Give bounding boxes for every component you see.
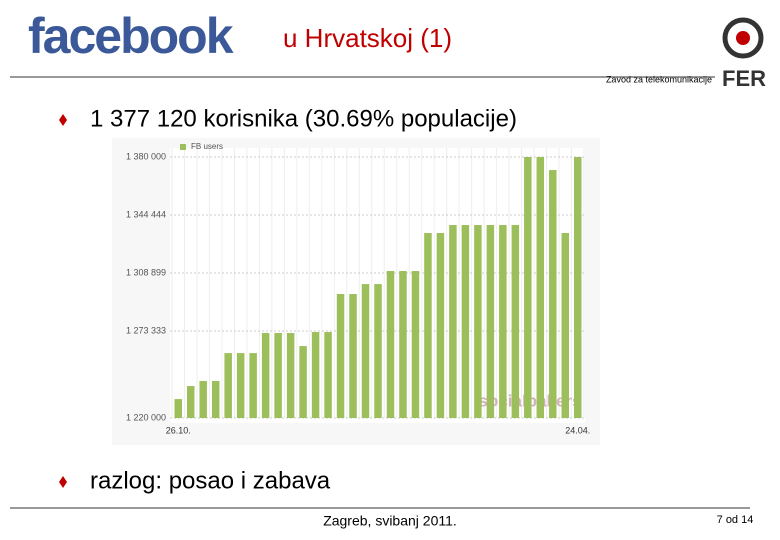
footer-place: Zagreb, svibanj 2011. (323, 513, 457, 529)
y-tick-label: 1 220 000 (126, 412, 166, 422)
bar (449, 225, 457, 418)
bar (424, 233, 432, 418)
bar (486, 225, 495, 418)
fer-logo: FER (722, 66, 766, 91)
bar (261, 333, 270, 418)
bar (349, 294, 357, 418)
bar (461, 225, 470, 418)
bullet: 1 377 120 korisnika (30.69% populacije) (90, 105, 517, 132)
bar (386, 271, 395, 418)
y-tick-label: 1 273 333 (126, 325, 166, 335)
chart: 1 220 000 1 273 333 1 308 899 1 344 444 1 38… (126, 142, 590, 435)
slide-title: u Hrvatskoj (1) (283, 23, 452, 53)
bar (374, 284, 382, 418)
bar (436, 233, 445, 418)
bar (324, 332, 332, 418)
bar (411, 271, 420, 418)
bullet: razlog: posao i zabava (90, 467, 331, 494)
bar (174, 399, 182, 418)
x-tick-label: 26.10. (166, 425, 191, 435)
bar (249, 353, 257, 418)
legend-label: FB users (191, 142, 223, 151)
bar (561, 233, 570, 418)
bar (336, 294, 345, 418)
bullet-marker (59, 114, 67, 126)
bar (224, 353, 232, 418)
bar (286, 333, 295, 418)
bar (199, 380, 207, 418)
bar (574, 157, 582, 418)
bar (186, 386, 195, 418)
y-tick-label: 1 308 899 (126, 267, 166, 277)
bar (549, 170, 557, 418)
x-tick-label: 24.04. (565, 425, 590, 435)
facebook-logo: facebook (28, 8, 234, 64)
institute: Zavod za telekomunikacije (606, 74, 712, 84)
legend-swatch (180, 144, 186, 150)
bar (511, 225, 520, 418)
bar (274, 333, 282, 418)
bar (311, 332, 320, 418)
bar (536, 157, 545, 418)
page-number: 7 od 14 (717, 514, 754, 526)
y-tick-label: 1 380 000 (126, 151, 166, 161)
bar (524, 157, 532, 418)
y-tick-label: 1 344 444 (126, 209, 166, 219)
bar (474, 225, 482, 418)
institute-emblem (722, 17, 764, 59)
bar (499, 225, 507, 418)
bar (361, 284, 370, 418)
bullet-marker (59, 476, 67, 488)
bar (211, 380, 220, 418)
bar (299, 346, 307, 418)
bar (236, 353, 245, 418)
bar (399, 271, 407, 418)
